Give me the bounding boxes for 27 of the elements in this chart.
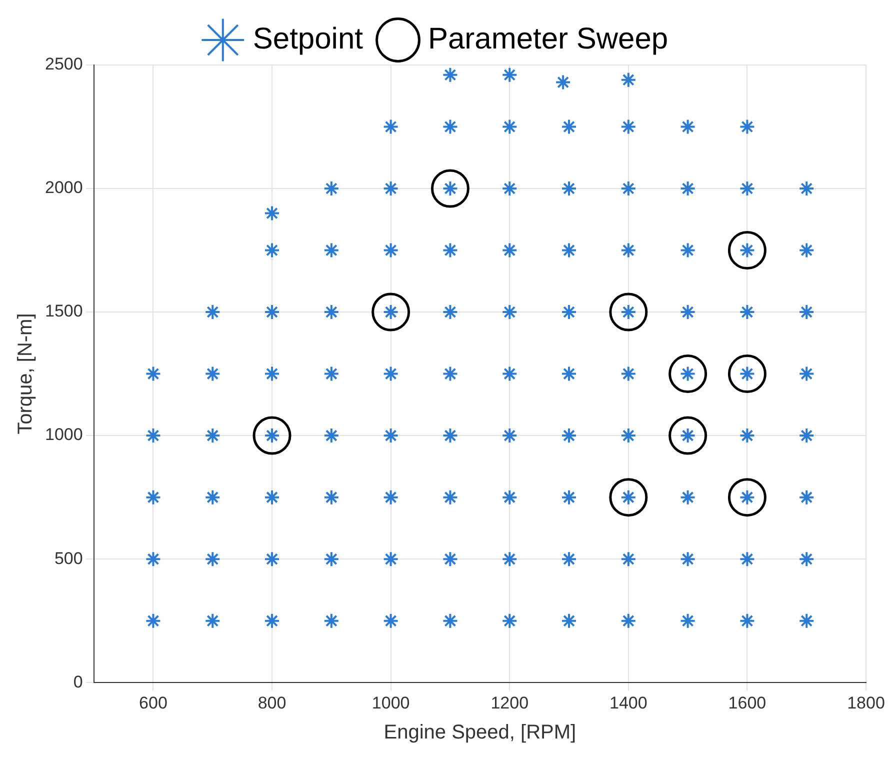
y-tick-label: 2500 <box>44 54 83 74</box>
x-axis-title: Engine Speed, [RPM] <box>384 722 576 744</box>
point <box>668 416 708 455</box>
point <box>728 354 766 394</box>
x-tick-label: 800 <box>258 693 286 712</box>
point <box>728 478 766 517</box>
x-tick-label: 1600 <box>728 693 766 712</box>
point <box>728 231 766 270</box>
x-tick-label: 1800 <box>847 693 885 712</box>
x-tick-label: 1200 <box>490 693 529 712</box>
point <box>430 169 470 208</box>
y-tick-label: 0 <box>73 672 83 692</box>
legend-label: Parameter Sweep <box>428 22 668 56</box>
x-tick-label: 1000 <box>372 693 410 712</box>
point <box>609 478 648 517</box>
y-tick-label: 1500 <box>44 302 83 321</box>
y-tick-label: 500 <box>54 548 83 568</box>
point <box>252 416 292 455</box>
point <box>372 292 410 332</box>
x-tick-label: 600 <box>139 693 168 712</box>
point <box>668 354 708 394</box>
y-axis-title: Torque, [N-m] <box>14 313 37 434</box>
legend-label: Setpoint <box>252 22 364 56</box>
y-tick-label: 2000 <box>44 178 83 198</box>
y-tick-label: 1000 <box>44 425 83 444</box>
point <box>609 292 648 332</box>
x-tick-label: 1400 <box>609 693 648 712</box>
